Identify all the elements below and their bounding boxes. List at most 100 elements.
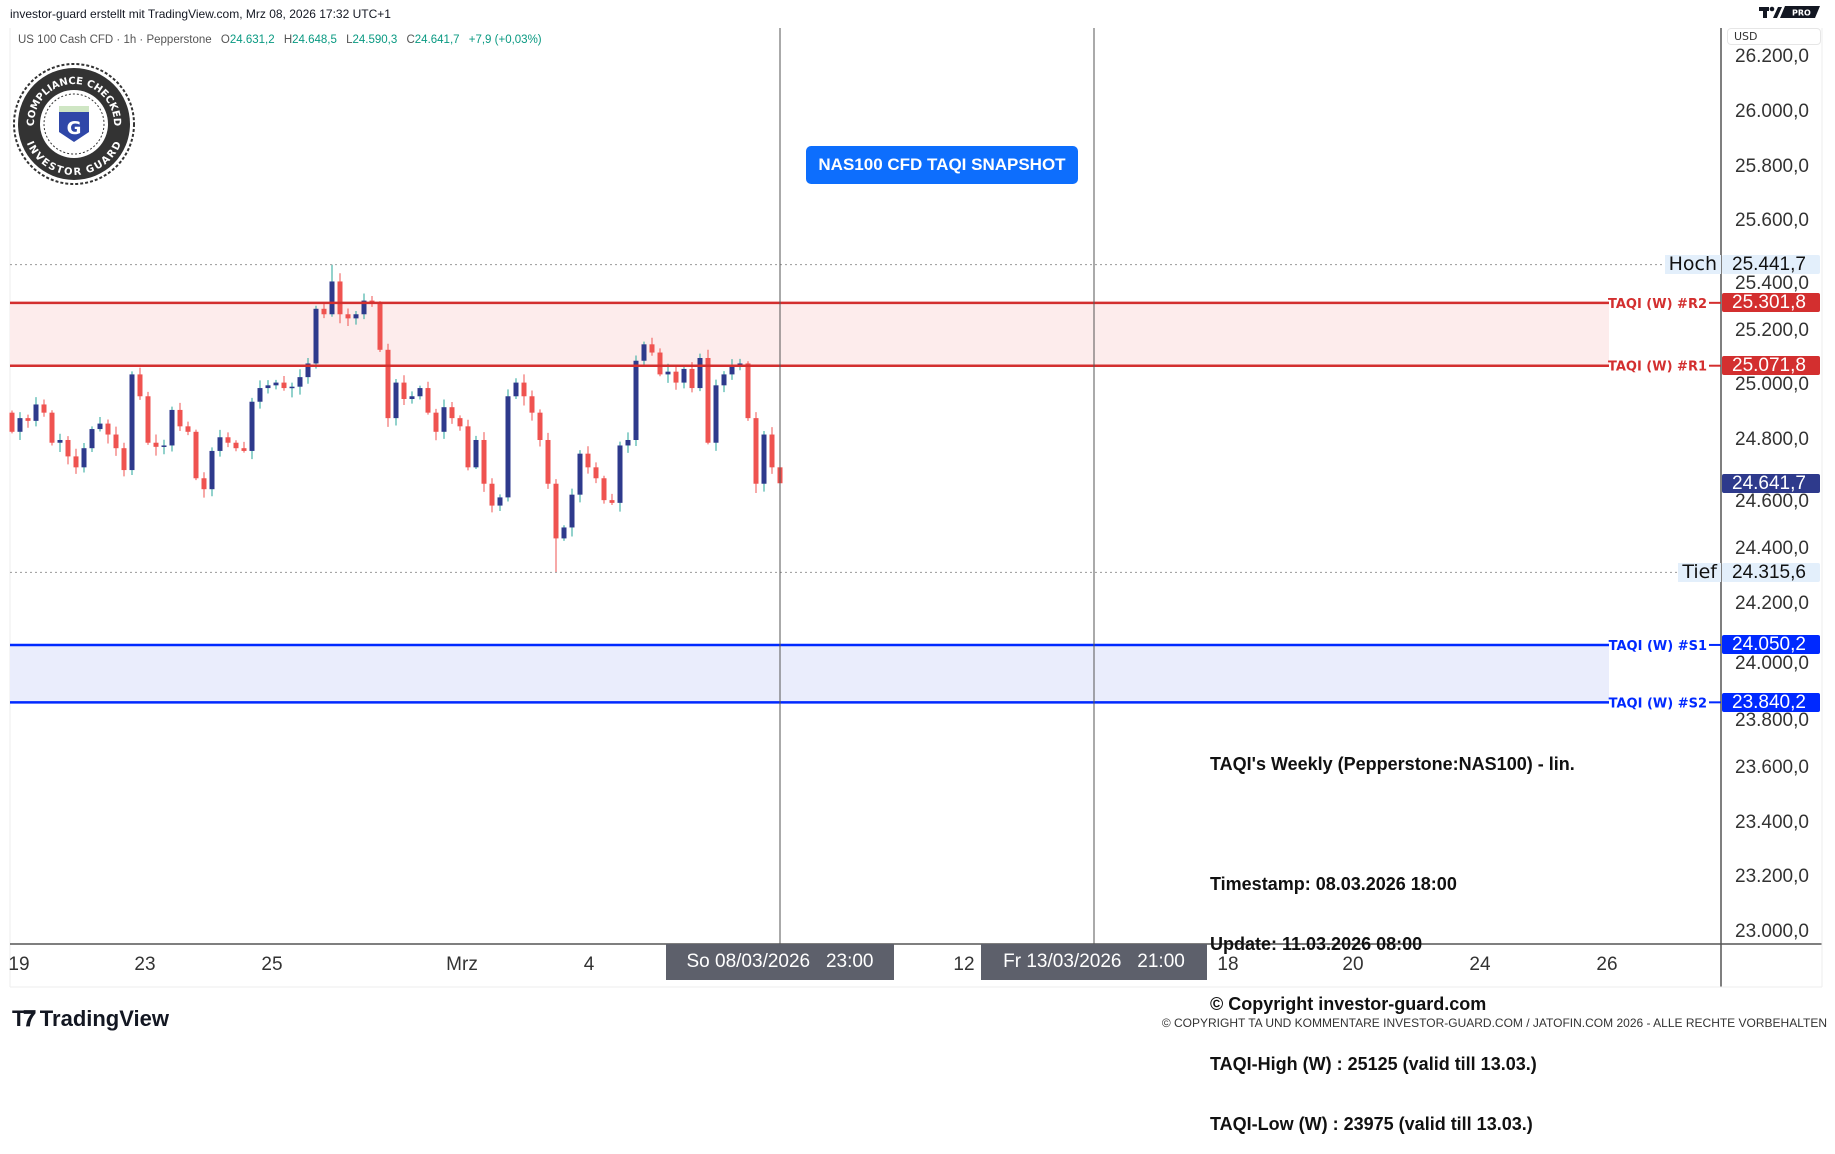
candle: [177, 402, 183, 431]
candle: [409, 391, 415, 404]
candle: [553, 479, 559, 573]
info-copyright: © Copyright investor-guard.com: [1210, 994, 1487, 1014]
price-tick: 25.200,0: [1735, 319, 1809, 341]
candle: [65, 436, 71, 465]
info-update: Update: 11.03.2026 08:00: [1210, 934, 1423, 954]
candle-body: [665, 371, 671, 375]
candle-body: [585, 453, 591, 468]
low-label: L: [346, 34, 353, 46]
open-label: O: [220, 34, 230, 46]
candle-body: [545, 439, 551, 484]
price-tick: 25.000,0: [1735, 374, 1809, 396]
candle: [465, 419, 471, 471]
taqi-info-box[interactable]: TAQI's Weekly (Pepperstone:NAS100) - lin…: [1210, 714, 1575, 1154]
r2-price-label: 25.301,8: [1722, 293, 1820, 313]
price-tick: 26.000,0: [1735, 101, 1809, 122]
candle-body: [89, 429, 95, 449]
candle-body: [65, 439, 71, 457]
candle-body: [281, 382, 287, 389]
close-label: C: [406, 34, 415, 46]
price-chart[interactable]: TAQI (W) #R2 TAQI (W) #R1 TAQI (W) #S1 TAQI…: [0, 0, 1835, 1044]
candle-body: [657, 352, 663, 375]
candle-body: [265, 385, 271, 389]
candle-body: [481, 439, 487, 484]
symbol-name[interactable]: US 100 Cash CFD · 1h · Pepperstone: [18, 34, 212, 46]
candle: [761, 430, 767, 492]
candle-body: [345, 314, 351, 319]
candle: [529, 390, 535, 421]
candle-body: [57, 439, 63, 443]
candle: [521, 374, 527, 406]
candle-body: [153, 442, 159, 447]
candle-body: [577, 453, 583, 495]
candle-body: [753, 418, 759, 484]
candle-body: [521, 382, 527, 397]
candle: [513, 378, 519, 399]
support-zone: [10, 644, 1609, 703]
candle: [377, 301, 383, 352]
time-tick: Mrz: [446, 954, 478, 975]
copyright-footer: © COPYRIGHT TA UND KOMMENTARE INVESTOR-G…: [1161, 1016, 1827, 1030]
candle-body: [745, 363, 751, 419]
time-tick: 20: [1342, 954, 1364, 975]
seal-letter: G: [67, 118, 82, 139]
candle-body: [713, 385, 719, 443]
candle-body: [529, 396, 535, 413]
candle: [441, 399, 447, 439]
symbol-legend[interactable]: US 100 Cash CFD · 1h · Pepperstone O24.6…: [18, 34, 542, 46]
candle-body: [193, 431, 199, 479]
candle: [657, 348, 663, 377]
time-tick: 19: [8, 954, 30, 975]
candle: [385, 343, 391, 427]
tradingview-logo-icon: PRO: [1759, 6, 1820, 18]
candle-body: [177, 409, 183, 427]
candle: [89, 426, 95, 453]
candle: [457, 415, 463, 431]
candle-body: [385, 349, 391, 419]
candle: [249, 397, 255, 460]
time-tick: 26: [1596, 954, 1618, 975]
low-text-label: Tief: [1678, 562, 1721, 582]
info-taqi-low: TAQI-Low (W) : 23975 (valid till 13.03.): [1210, 1114, 1533, 1134]
candle-body: [473, 439, 479, 468]
candle: [233, 440, 239, 452]
candle-body: [233, 442, 239, 449]
candle-body: [721, 374, 727, 386]
candle-body: [617, 445, 623, 503]
tradingview-logo-icon: T𝟕: [12, 1006, 36, 1031]
taqi-r2-label: TAQI (W) #R2: [1608, 297, 1707, 312]
candle-body: [457, 418, 463, 427]
candle-body: [337, 281, 343, 315]
candle-body: [225, 437, 231, 443]
info-taqi-high: TAQI-High (W) : 25125 (valid till 13.03.…: [1210, 1054, 1537, 1074]
candle: [321, 301, 327, 319]
candle-body: [73, 456, 79, 468]
price-tick: 23.800,0: [1735, 710, 1809, 732]
candle-body: [561, 527, 567, 539]
candle-body: [553, 483, 559, 539]
candle: [193, 429, 199, 481]
high-label: H: [283, 34, 293, 46]
time-tick: 18: [1217, 954, 1239, 975]
candle: [473, 435, 479, 469]
candle: [185, 421, 191, 436]
candle-body: [113, 434, 119, 449]
candle-body: [321, 308, 327, 315]
candle-body: [689, 368, 695, 389]
tradingview-brand[interactable]: T𝟕 TradingView: [12, 1006, 169, 1032]
candle-body: [81, 448, 87, 468]
candle-body: [401, 382, 407, 399]
candle: [169, 406, 175, 452]
candle: [649, 337, 655, 356]
candle: [353, 310, 359, 325]
snapshot-label[interactable]: NAS100 CFD TAQI SNAPSHOT: [806, 146, 1078, 184]
candle: [265, 380, 271, 394]
candle-body: [569, 494, 575, 528]
price-tick: 26.200,0: [1735, 46, 1809, 68]
price-tick: 25.800,0: [1735, 155, 1809, 177]
candle-body: [601, 478, 607, 501]
currency-label[interactable]: USD: [1727, 28, 1821, 45]
candle: [713, 379, 719, 451]
candle: [225, 432, 231, 448]
candle-body: [145, 396, 151, 443]
